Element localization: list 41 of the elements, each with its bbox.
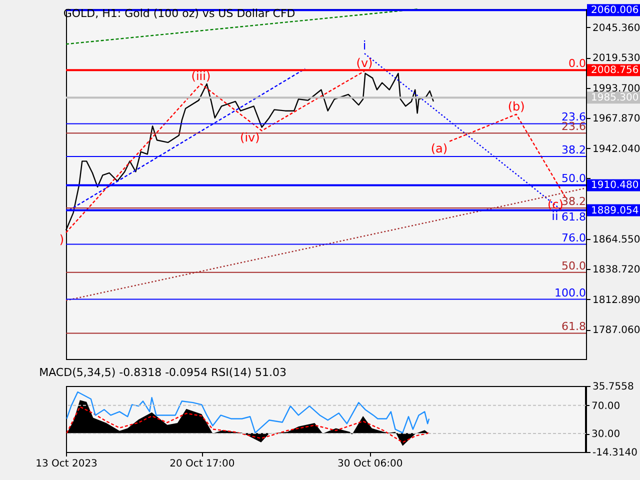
x-tick-label: 20 Oct 17:00: [170, 458, 235, 470]
annotation: i: [362, 38, 366, 52]
annotation: (b): [508, 99, 525, 114]
line-series: [66, 391, 430, 434]
y-tick-label: 1812.890: [592, 294, 640, 306]
line-series: [66, 406, 430, 443]
annotation: 76.0: [562, 231, 586, 244]
annotation: (a): [430, 141, 448, 156]
annotation: 100.0: [554, 286, 586, 300]
y-tick-label: 1787.060: [592, 325, 640, 336]
y-tick-label: 1942.040: [592, 144, 640, 155]
annotation: ii: [552, 209, 558, 224]
y-tick-label: 1993.700: [592, 83, 640, 94]
annotation: 61.8: [562, 210, 586, 224]
y-tick-label: 35.7558: [592, 382, 634, 392]
annotation: ): [59, 232, 64, 247]
ref-line-label: 1910.480: [591, 180, 639, 192]
y-tick-label: 1864.550: [592, 234, 640, 246]
annotation: 50.0: [562, 259, 586, 272]
y2-tick-label: 30.00: [592, 429, 620, 440]
annotation: (iv): [240, 130, 260, 145]
y-tick-label: 1967.870: [592, 114, 640, 125]
annotation: (v): [356, 56, 373, 70]
annotation: 50.0: [562, 172, 586, 186]
annotation: 61.8: [562, 320, 586, 334]
x-tick-label: 30 Oct 06:00: [338, 458, 403, 470]
annotation: (iii): [191, 68, 211, 83]
annotation: 0.0: [568, 57, 586, 70]
annotation: 38.2: [562, 194, 586, 208]
x-tick-label: 13 Oct 2023: [36, 458, 98, 470]
ref-line-label: 1889.054: [591, 205, 639, 216]
ref-line-label: 2060.006: [591, 5, 639, 16]
y-tick-label: -14.3140: [592, 448, 638, 458]
y-tick-label: 2019.530: [592, 53, 640, 64]
annotation: 38.2: [562, 143, 586, 156]
ref-line-label: 2008.756: [591, 65, 639, 76]
y-tick-label: 1838.720: [592, 264, 640, 276]
y-tick-label: 2045.360: [592, 22, 640, 34]
chart-title: MACD(5,34,5) -0.8318 -0.0954 RSI(14) 51.03: [39, 366, 286, 379]
ref-line-label: 1985.300: [591, 92, 639, 104]
y2-tick-label: 70.00: [592, 400, 620, 412]
